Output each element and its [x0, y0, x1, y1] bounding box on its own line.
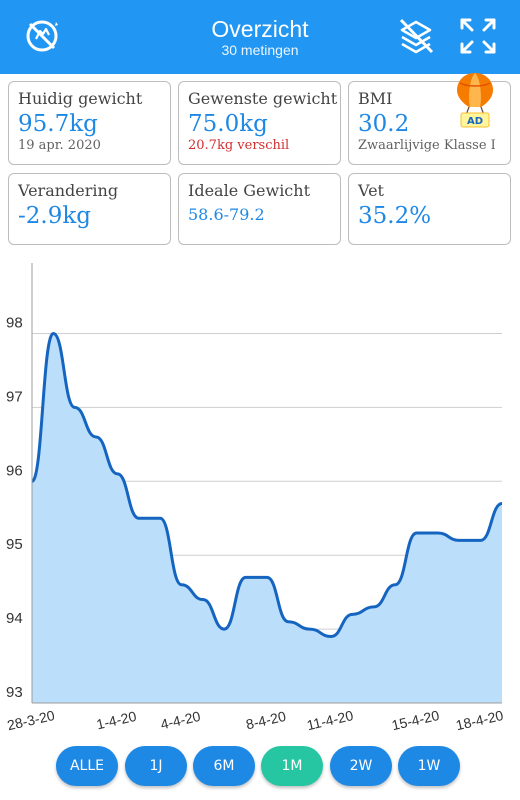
y-tick-label: 96: [6, 462, 23, 479]
range-button-1j[interactable]: 1J: [125, 746, 187, 786]
x-tick-label: 11-4-20: [305, 707, 355, 733]
target-weight-label: Gewenste gewicht: [188, 89, 338, 108]
x-tick-label: 4-4-20: [159, 708, 202, 733]
y-tick-label: 94: [6, 610, 23, 627]
x-tick-label: 18-4-20: [454, 707, 505, 733]
range-button-1w[interactable]: 1W: [398, 746, 460, 786]
ideal-weight-label: Ideale Gewicht: [188, 181, 310, 200]
y-tick-label: 98: [6, 315, 23, 332]
ideal-weight-card[interactable]: Ideale Gewicht 58.6-79.2: [178, 173, 341, 245]
y-tick-label: 93: [6, 684, 23, 701]
target-weight-card[interactable]: Gewenste gewicht 75.0kg 20.7kg verschil: [178, 81, 341, 165]
fat-card[interactable]: Vet 35.2%: [348, 173, 511, 245]
ad-badge-text: AD: [467, 116, 483, 127]
fat-label: Vet: [358, 181, 384, 200]
x-tick-label: 15-4-20: [390, 707, 441, 733]
target-weight-value: 75.0kg: [188, 111, 268, 137]
range-button-alle[interactable]: ALLE: [56, 746, 118, 786]
app-header: Overzicht 30 metingen: [0, 0, 520, 74]
change-card[interactable]: Verandering -2.9kg: [8, 173, 171, 245]
weight-chart[interactable]: 93 94 95 96 97 98 28-3-20 1-4-20 4-4-20 8-4-20 11-…: [0, 255, 520, 740]
change-label: Verandering: [18, 181, 119, 200]
current-weight-date: 19 apr. 2020: [18, 138, 101, 153]
current-weight-value: 95.7kg: [18, 111, 98, 137]
target-weight-difference: 20.7kg verschil: [188, 138, 290, 153]
current-weight-label: Huidig gewicht: [18, 89, 143, 108]
fat-value: 35.2%: [358, 203, 432, 229]
change-value: -2.9kg: [18, 203, 92, 229]
hot-air-balloon-icon[interactable]: AD: [455, 71, 495, 129]
range-selector: ALLE 1J 6M 1M 2W 1W: [0, 746, 520, 790]
range-button-6m[interactable]: 6M: [193, 746, 255, 786]
y-tick-label: 95: [6, 536, 23, 553]
weight-area: [32, 333, 502, 703]
bmi-class: Zwaarlijvige Klasse I: [358, 138, 496, 153]
range-button-1m[interactable]: 1M: [261, 746, 323, 786]
range-button-2w[interactable]: 2W: [330, 746, 392, 786]
x-tick-label: 1-4-20: [95, 708, 138, 733]
x-tick-label: 28-3-20: [6, 707, 57, 733]
current-weight-card[interactable]: Huidig gewicht 95.7kg 19 apr. 2020: [8, 81, 171, 165]
weight-chart-svg: 93 94 95 96 97 98 28-3-20 1-4-20 4-4-20 8-4-20 11-…: [6, 263, 505, 733]
measurement-count: 30 metingen: [221, 42, 299, 58]
page-title: Overzicht: [211, 16, 309, 42]
ideal-weight-value: 58.6-79.2: [188, 205, 265, 224]
bmi-label: BMI: [358, 89, 393, 108]
fullscreen-icon[interactable]: [456, 14, 500, 58]
hide-layers-icon[interactable]: [394, 14, 438, 58]
bmi-value: 30.2: [358, 111, 410, 137]
no-hand-icon[interactable]: [20, 14, 64, 58]
x-tick-label: 8-4-20: [244, 708, 287, 733]
y-tick-label: 97: [6, 388, 23, 405]
